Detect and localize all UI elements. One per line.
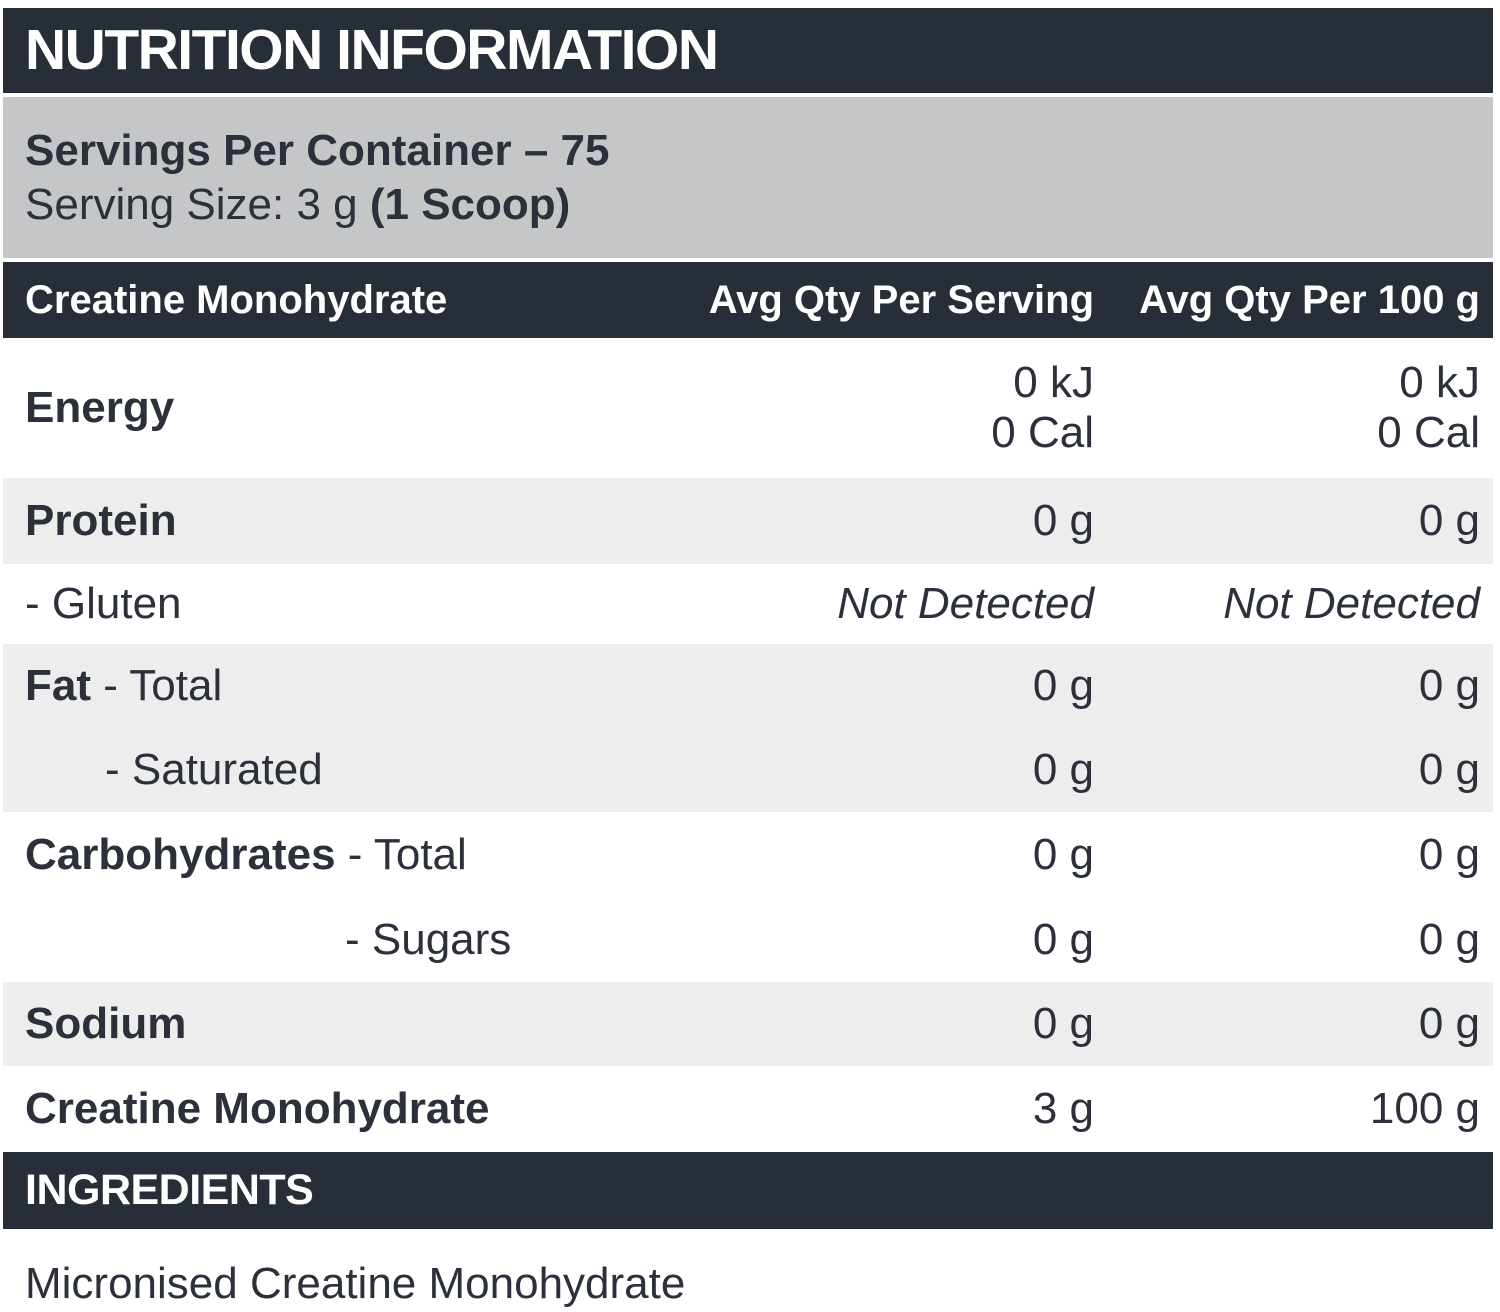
ingredients-text: Micronised Creatine Monohydrate	[25, 1259, 686, 1308]
table-row-carbohydrates-total: Carbohydrates - Total 0 g 0 g	[3, 812, 1493, 897]
serving-size-value: Serving Size: 3 g	[25, 179, 370, 229]
ingredients-heading-bar: INGREDIENTS	[3, 1152, 1493, 1229]
column-header-per-100g: Avg Qty Per 100 g	[1139, 277, 1480, 322]
carbs-per-serving: 0 g	[1032, 829, 1094, 879]
row-label: Protein	[25, 496, 177, 545]
gluten-per-serving: Not Detected	[837, 579, 1094, 628]
table-row-gluten: - Gluten Not Detected Not Detected	[3, 564, 1493, 644]
serving-size: Serving Size: 3 g (1 Scoop)	[25, 178, 1493, 232]
sodium-per-100g: 0 g	[1418, 999, 1480, 1048]
column-header-name: Creatine Monohydrate	[25, 277, 448, 322]
energy-per-serving-kj: 0 kJ	[1013, 358, 1094, 407]
energy-per-serving: 0 kJ 0 Cal	[694, 358, 1094, 458]
row-label: Creatine Monohydrate	[25, 1084, 490, 1133]
table-band-carbohydrates: Carbohydrates - Total 0 g 0 g - Sugars 0…	[3, 812, 1493, 982]
table-row-protein: Protein 0 g 0 g	[3, 478, 1493, 564]
energy-per-100g-kj: 0 kJ	[1399, 358, 1480, 407]
servings-per-container: Servings Per Container – 75	[25, 125, 610, 175]
table-header-row: Creatine Monohydrate Avg Qty Per Serving…	[3, 262, 1493, 338]
row-label: - Gluten	[25, 579, 182, 628]
protein-per-serving: 0 g	[1032, 496, 1094, 545]
fat-label-bold: Fat	[25, 661, 91, 710]
creatine-per-serving: 3 g	[1032, 1084, 1094, 1133]
energy-per-serving-cal: 0 Cal	[991, 408, 1094, 457]
fat-per-100g: 0 g	[1418, 661, 1480, 710]
row-label: Sodium	[25, 999, 187, 1048]
fat-label-rest: - Total	[91, 661, 223, 710]
fat-per-serving: 0 g	[1032, 661, 1094, 710]
row-label: Energy	[25, 383, 175, 432]
protein-per-100g: 0 g	[1418, 496, 1480, 545]
sugars-per-100g: 0 g	[1418, 914, 1480, 964]
serving-info-banner: Servings Per Container – 75 Serving Size…	[3, 97, 1493, 258]
table-row-sugars: - Sugars 0 g 0 g	[3, 897, 1493, 982]
creatine-per-100g: 100 g	[1369, 1084, 1480, 1133]
page-title: NUTRITION INFORMATION	[25, 18, 719, 82]
carbs-label-bold: Carbohydrates	[25, 829, 336, 879]
table-band-fat: Fat - Total 0 g 0 g - Saturated 0 g 0 g	[3, 644, 1493, 812]
serving-size-scoop: (1 Scoop)	[369, 179, 571, 229]
energy-per-100g: 0 kJ 0 Cal	[1094, 358, 1480, 458]
saturated-per-serving: 0 g	[1032, 745, 1094, 794]
ingredients-heading: INGREDIENTS	[25, 1166, 314, 1214]
row-label: - Sugars	[345, 914, 512, 964]
energy-per-100g-cal: 0 Cal	[1377, 408, 1480, 457]
table-row-creatine-monohydrate: Creatine Monohydrate 3 g 100 g	[3, 1066, 1493, 1152]
saturated-per-100g: 0 g	[1418, 745, 1480, 794]
nutrition-title-bar: NUTRITION INFORMATION	[3, 8, 1493, 93]
nutrition-label: NUTRITION INFORMATION Servings Per Conta…	[3, 8, 1493, 1309]
table-row-fat-total: Fat - Total 0 g 0 g	[3, 644, 1493, 728]
table-row-energy: Energy 0 kJ 0 Cal 0 kJ 0 Cal	[3, 338, 1493, 478]
sugars-per-serving: 0 g	[1032, 914, 1094, 964]
row-label: Carbohydrates - Total	[25, 830, 694, 880]
table-row-saturated: - Saturated 0 g 0 g	[3, 728, 1493, 812]
row-label: - Saturated	[105, 745, 323, 794]
gluten-per-100g: Not Detected	[1223, 579, 1480, 628]
column-header-per-serving: Avg Qty Per Serving	[708, 277, 1094, 322]
carbs-label-rest: - Total	[335, 829, 467, 879]
carbs-per-100g: 0 g	[1418, 829, 1480, 879]
table-row-sodium: Sodium 0 g 0 g	[3, 982, 1493, 1066]
sodium-per-serving: 0 g	[1032, 999, 1094, 1048]
row-label: Fat - Total	[25, 661, 694, 711]
